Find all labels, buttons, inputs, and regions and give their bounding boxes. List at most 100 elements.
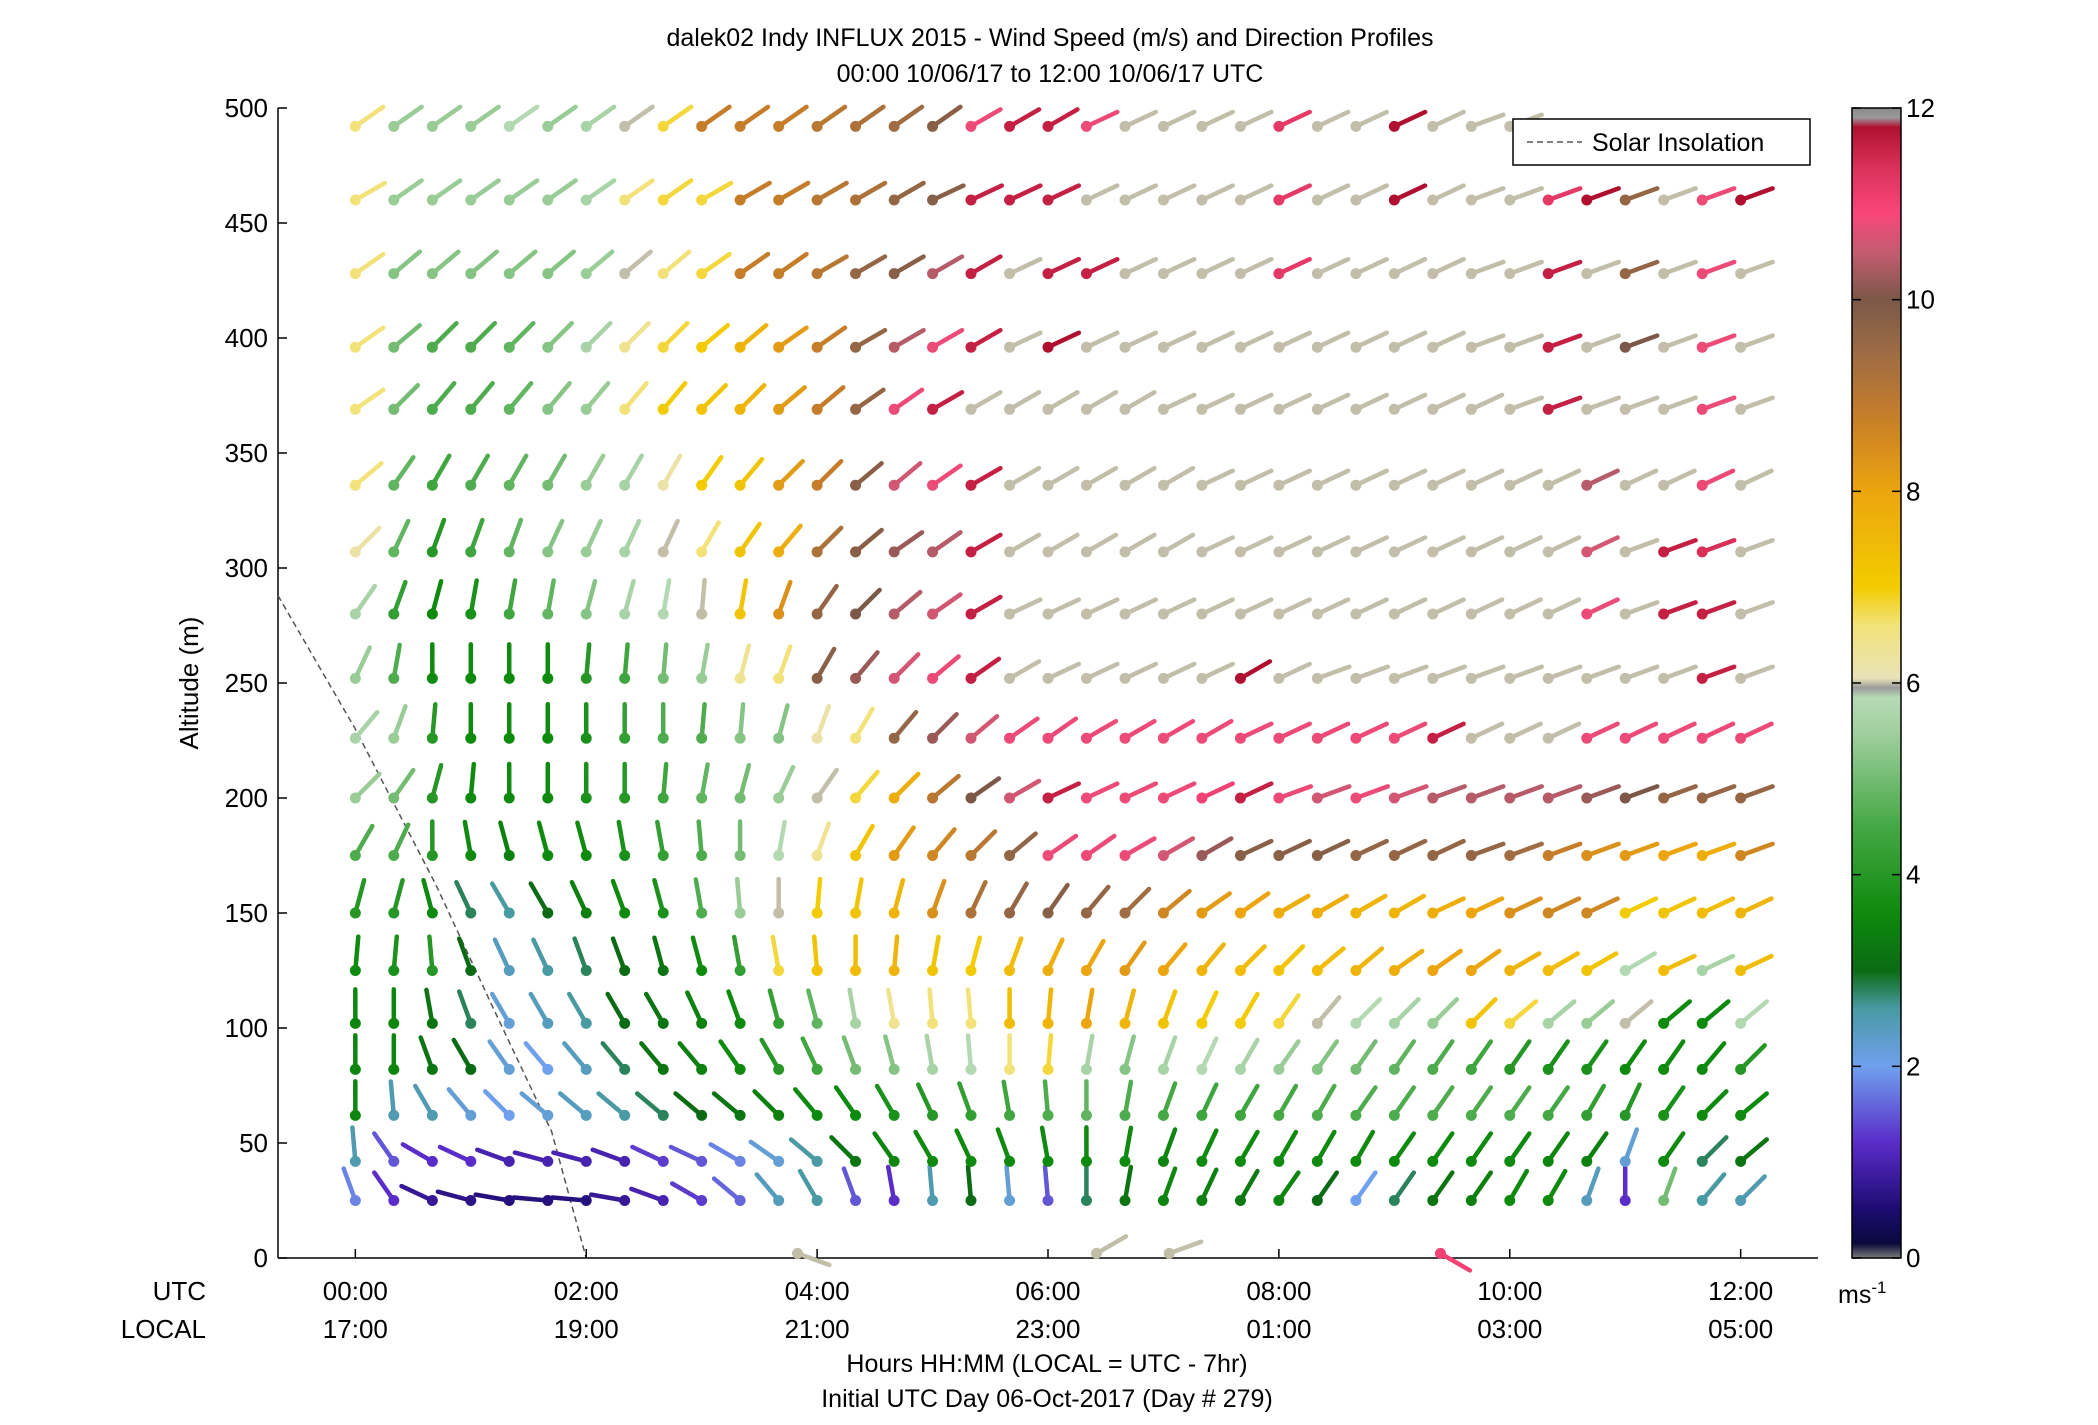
wind-barb-head xyxy=(1696,268,1708,280)
wind-barb-head xyxy=(965,732,977,744)
wind-barb xyxy=(1080,183,1120,206)
wind-barb xyxy=(1004,936,1024,976)
wind-barb-head xyxy=(1311,1195,1323,1206)
wind-barb-head xyxy=(349,268,361,280)
wind-barb-shaft xyxy=(1238,468,1274,488)
wind-barb-head xyxy=(349,341,361,353)
wind-barb-head xyxy=(1350,732,1362,744)
wind-barb-head xyxy=(965,1063,977,1075)
wind-barb xyxy=(965,1164,977,1206)
wind-barb-shaft xyxy=(1161,597,1197,617)
wind-barb xyxy=(465,453,491,491)
x-tick-label-utc: 00:00 xyxy=(323,1276,388,1306)
wind-barb-head xyxy=(1542,1109,1554,1121)
wind-barb-shaft xyxy=(718,1039,743,1072)
wind-barb xyxy=(465,178,501,206)
wind-barb-head xyxy=(1119,732,1131,744)
wind-barb xyxy=(542,104,578,132)
wind-barb-head xyxy=(1196,194,1208,206)
wind-barb xyxy=(1350,256,1389,280)
wind-barb-head xyxy=(1465,194,1477,206)
wind-barb-shaft xyxy=(1315,1129,1337,1164)
wind-barb xyxy=(1619,784,1660,804)
wind-barb-head xyxy=(388,1109,400,1121)
wind-barb xyxy=(811,104,848,132)
wind-barb xyxy=(1119,183,1159,206)
wind-barb-shaft xyxy=(1622,721,1659,741)
wind-barb xyxy=(465,249,500,280)
wind-barb-shaft xyxy=(1392,997,1421,1026)
wind-barb-head xyxy=(1619,608,1631,620)
wind-barb-head xyxy=(1542,792,1554,804)
wind-barb xyxy=(1658,395,1698,415)
wind-barb-head xyxy=(1273,672,1285,684)
wind-barb-shaft xyxy=(1545,333,1583,350)
wind-barb xyxy=(1119,330,1159,353)
wind-barb-shaft xyxy=(1622,538,1660,555)
wind-barb xyxy=(542,453,568,491)
x-tick-label-local: 23:00 xyxy=(1015,1314,1080,1344)
wind-barb-head xyxy=(542,850,554,861)
wind-barb-head xyxy=(657,120,669,132)
wind-barb-shaft xyxy=(388,1079,397,1118)
wind-barb-head xyxy=(811,194,823,206)
wind-barb-head xyxy=(965,1017,977,1029)
wind-barb-head xyxy=(1273,403,1285,415)
wind-barb-shaft xyxy=(652,935,666,973)
wind-barb-head xyxy=(1350,268,1362,280)
wind-barb-shaft xyxy=(1661,721,1697,741)
wind-barb-shaft xyxy=(1353,1170,1378,1203)
wind-barb-head xyxy=(1311,194,1323,206)
wind-barb-shaft xyxy=(1238,991,1260,1026)
wind-barb-shaft xyxy=(1238,597,1274,617)
wind-barb-head xyxy=(657,907,669,919)
wind-barb-head xyxy=(1234,792,1246,804)
wind-barb xyxy=(580,518,603,558)
wind-barb xyxy=(1619,395,1660,415)
wind-barb-head xyxy=(503,268,515,280)
wind-barb-shaft xyxy=(1353,468,1389,488)
wind-barb xyxy=(349,1033,361,1075)
wind-barb-head xyxy=(426,1155,438,1167)
y-tick-label: 500 xyxy=(225,93,268,123)
wind-barb-head xyxy=(1658,732,1670,744)
wind-barb xyxy=(566,991,592,1029)
wind-barb-shaft xyxy=(1199,109,1235,129)
wind-barb xyxy=(1311,1083,1337,1121)
wind-barb-shaft xyxy=(968,327,1003,350)
wind-barb xyxy=(1658,664,1698,684)
wind-barb xyxy=(1273,330,1312,353)
wind-barb xyxy=(759,1037,785,1075)
wind-barb xyxy=(1696,784,1737,804)
wind-barb-head xyxy=(773,403,785,415)
wind-barb xyxy=(1658,333,1698,353)
wind-barb-shaft xyxy=(446,1087,474,1118)
wind-barb-shaft xyxy=(1353,535,1389,555)
wind-barb-head xyxy=(1581,479,1593,491)
wind-barb-shaft xyxy=(1161,1081,1178,1118)
wind-barb-head xyxy=(542,965,554,976)
wind-barb-head xyxy=(1080,1109,1092,1121)
wind-barb-head xyxy=(696,479,708,491)
wind-barb-shaft xyxy=(1084,718,1119,741)
wind-barb-shaft xyxy=(1045,781,1082,801)
wind-barb-shaft xyxy=(583,453,606,488)
wind-barb-head xyxy=(1427,546,1439,558)
wind-barb-shaft xyxy=(699,762,710,801)
wind-barb-shaft xyxy=(1042,1079,1051,1118)
wind-barb-head xyxy=(1350,1017,1362,1029)
wind-barb-head xyxy=(1504,1155,1516,1167)
wind-barb-shaft xyxy=(353,251,386,276)
wind-barb-shaft xyxy=(569,879,589,916)
wind-barb-head xyxy=(811,341,823,353)
wind-barb-shaft xyxy=(630,1144,666,1164)
wind-barb xyxy=(1388,948,1425,976)
wind-barb xyxy=(1311,1129,1337,1167)
wind-barb xyxy=(619,761,631,804)
wind-barb-shaft xyxy=(1738,1137,1769,1164)
wind-barb xyxy=(1581,999,1616,1029)
wind-barb xyxy=(1042,390,1080,415)
wind-barb-shaft xyxy=(708,1142,743,1164)
wind-barb-head xyxy=(580,479,592,491)
wind-barb-shaft xyxy=(885,1164,897,1203)
